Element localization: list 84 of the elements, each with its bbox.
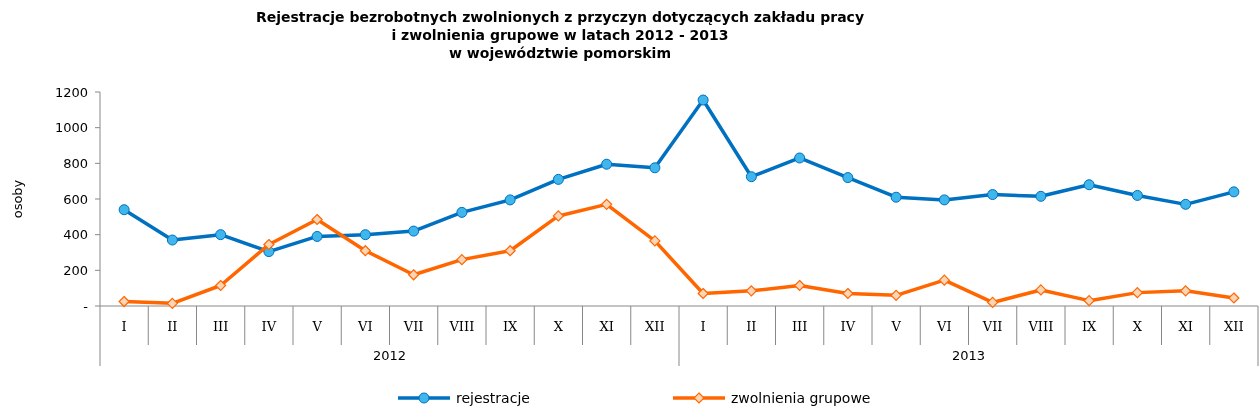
point	[118, 295, 130, 308]
x-tick-label: IX	[502, 319, 519, 334]
point	[1035, 284, 1047, 296]
point	[1131, 287, 1143, 299]
point	[745, 171, 757, 183]
point	[504, 245, 516, 257]
y-tick-label: 600	[63, 191, 88, 207]
text: 2013	[951, 348, 986, 363]
point	[697, 287, 709, 300]
point	[456, 206, 468, 218]
text: 2012	[372, 348, 407, 363]
point	[1083, 179, 1095, 191]
point	[842, 172, 854, 184]
point	[649, 235, 661, 247]
point	[1131, 189, 1143, 201]
x-tick-label: I	[121, 319, 127, 334]
point	[745, 285, 757, 297]
y-tick-label: 200	[63, 262, 88, 278]
point	[1180, 198, 1192, 210]
point	[215, 229, 227, 241]
x-tick-label: VIII	[448, 319, 475, 334]
point	[1083, 295, 1095, 307]
point	[359, 245, 371, 257]
point	[552, 173, 564, 185]
x-tick-label: VI	[936, 319, 952, 334]
x-tick-label: VII	[981, 319, 1003, 334]
x-tick-label: VI	[357, 319, 373, 334]
point	[311, 213, 323, 226]
x-tick-label: II	[746, 319, 757, 334]
y-tick-label: 1200	[54, 84, 88, 100]
x-tick-label: III	[212, 319, 229, 334]
point	[311, 230, 323, 242]
y-tick-label: -	[83, 298, 89, 314]
x-tick-label: XII	[1224, 319, 1244, 334]
x-tick-label: II	[167, 319, 178, 334]
point	[552, 210, 564, 222]
x-tick-label: IV	[840, 319, 856, 334]
point	[166, 297, 178, 309]
point	[697, 94, 709, 106]
point	[118, 204, 130, 216]
point	[166, 234, 178, 246]
chart-title: Rejestracje bezrobotnych zwolnionych z przyczyn dotyczących zakładu pracy i zwolnienia grupowe w latach 2012 - 2013 w województwie pomorskim	[255, 9, 865, 61]
y-tick-label: 800	[63, 155, 88, 171]
point	[987, 189, 999, 201]
x-tick-label: XI	[599, 319, 614, 334]
legend-label: zwolnienia grupowe	[731, 389, 871, 406]
point	[1228, 186, 1240, 198]
point	[408, 225, 420, 237]
point	[1035, 190, 1047, 202]
y-axis-title: osoby	[10, 179, 25, 219]
point	[842, 287, 854, 300]
legend-label: rejestracje	[456, 389, 530, 406]
point	[890, 191, 902, 203]
x-tick-label: IV	[261, 319, 277, 334]
point	[1180, 285, 1192, 297]
point	[408, 269, 420, 281]
x-tick-label: IX	[1081, 319, 1098, 334]
point	[215, 279, 227, 292]
y-tick-label: 400	[63, 227, 88, 243]
x-tick-label: XI	[1178, 319, 1193, 334]
x-tick-label: VIII	[1027, 319, 1054, 334]
x-tick-label: I	[700, 319, 706, 334]
point	[504, 194, 516, 206]
point	[794, 152, 806, 164]
x-tick-label: X	[553, 319, 564, 334]
x-tick-label: XII	[645, 319, 665, 334]
point	[794, 279, 806, 292]
point	[263, 238, 275, 251]
point	[938, 194, 950, 206]
x-tick-label: V	[311, 319, 323, 334]
x-tick-label: VII	[402, 319, 424, 334]
point	[987, 296, 999, 309]
x-tick-label: V	[890, 319, 902, 334]
x-tick-label: III	[791, 319, 808, 334]
y-tick-label: 1000	[54, 120, 88, 136]
point	[649, 162, 661, 174]
point	[1228, 292, 1240, 304]
point	[890, 289, 902, 301]
point	[359, 229, 371, 241]
point	[601, 198, 613, 210]
point	[938, 274, 950, 286]
point	[601, 158, 613, 170]
point	[456, 254, 468, 266]
x-tick-label: X	[1132, 319, 1143, 334]
